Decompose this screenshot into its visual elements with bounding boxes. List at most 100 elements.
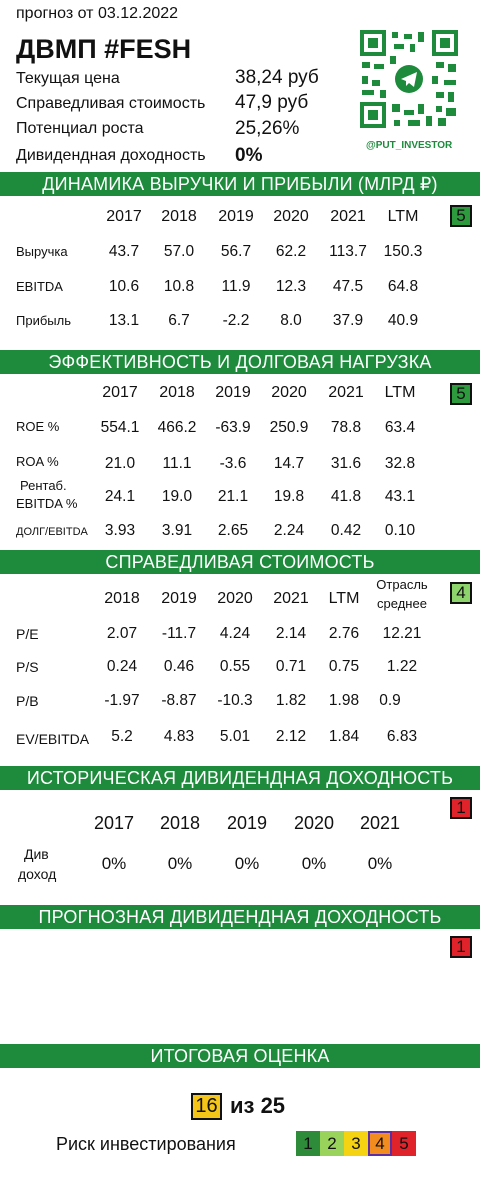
dividend-col-header: 2021: [359, 813, 401, 833]
efficiency-cell: 41.8: [330, 488, 362, 505]
fair-value-col-header: 2018: [104, 590, 140, 607]
metric-value-price: 38,24 руб: [235, 67, 319, 88]
fair-value-cell: -11.7: [161, 625, 197, 642]
revenue-col-header: 2019: [218, 208, 254, 225]
final-score-box: 16: [191, 1093, 222, 1120]
efficiency-cell: 2.65: [217, 522, 249, 539]
efficiency-cell: 3.93: [104, 522, 136, 539]
dividend-cell: 0%: [101, 854, 127, 873]
revenue-cell: 43.7: [108, 243, 140, 260]
metric-value-dividend: 0%: [235, 145, 263, 166]
efficiency-cell: 21.0: [104, 455, 136, 472]
dividend-cell: 0%: [234, 854, 260, 873]
forecast-dividends-score-badge: 1: [450, 936, 472, 958]
efficiency-cell: 19.8: [273, 488, 305, 505]
fair-value-score-badge: 4: [450, 582, 472, 604]
dividend-col-header: 2019: [226, 813, 268, 833]
efficiency-col-header: 2018: [159, 384, 195, 401]
metric-value-upside: 25,26%: [235, 118, 300, 139]
efficiency-col-header: 2021: [328, 384, 364, 401]
efficiency-col-header: 2020: [271, 384, 307, 401]
revenue-col-header: 2018: [161, 208, 197, 225]
efficiency-cell: 21.1: [217, 488, 249, 505]
revenue-cell: 47.5: [332, 278, 364, 295]
efficiency-row-label-line2: EBITDA %: [16, 496, 78, 511]
revenue-cell: 64.8: [387, 278, 419, 295]
efficiency-cell: 250.9: [269, 419, 309, 436]
risk-label: Риск инвестирования: [56, 1134, 236, 1154]
ticker-title: ДВМП #FESH: [16, 34, 192, 64]
efficiency-col-header: 2017: [102, 384, 138, 401]
fair-value-cell: 0.24: [106, 658, 138, 675]
final-section-title: ИТОГОВАЯ ОЦЕНКА: [0, 1044, 480, 1068]
efficiency-cell: 0.10: [384, 522, 416, 539]
dividend-cell: 0%: [367, 854, 393, 873]
fair-value-cell: -10.3: [217, 692, 253, 709]
revenue-cell: 57.0: [163, 243, 195, 260]
efficiency-cell: 78.8: [330, 419, 362, 436]
fair-value-col-header: 2020: [217, 590, 253, 607]
revenue-cell: 62.2: [275, 243, 307, 260]
dividend-col-header: 2017: [93, 813, 135, 833]
efficiency-cell: 3.91: [161, 522, 193, 539]
dividend-row-label-line2: доход: [18, 866, 57, 882]
efficiency-cell: 43.1: [384, 488, 416, 505]
revenue-col-header: 2017: [106, 208, 142, 225]
efficiency-cell: 63.4: [384, 419, 416, 436]
metric-label-dividend: Дивидендная доходность: [16, 147, 206, 164]
historical-dividends-section-title: ИСТОРИЧЕСКАЯ ДИВИДЕНДНАЯ ДОХОДНОСТЬ: [0, 766, 480, 790]
revenue-cell: -2.2: [222, 312, 250, 329]
revenue-row-label: EBITDA: [16, 279, 63, 294]
fair-value-cell: 6.83: [386, 728, 418, 745]
fair-value-cell: 0.75: [328, 658, 360, 675]
fair-value-cell: -1.97: [104, 692, 140, 709]
efficiency-cell: 11.1: [162, 455, 192, 472]
historical-dividends-score-badge: 1: [450, 797, 472, 819]
dividend-col-header: 2018: [159, 813, 201, 833]
revenue-row-label: Выручка: [16, 244, 68, 259]
efficiency-col-header: LTM: [384, 384, 416, 401]
efficiency-row-label: Рентаб.: [20, 478, 67, 493]
fair-value-section-title: СПРАВЕДЛИВАЯ СТОИМОСТЬ: [0, 550, 480, 574]
fair-value-cell: 1.22: [386, 658, 418, 675]
fair-value-cell: 5.2: [111, 728, 133, 745]
qr-code: [360, 30, 458, 128]
metric-label-price: Текущая цена: [16, 70, 120, 87]
efficiency-cell: 24.1: [104, 488, 136, 505]
metric-label-fair: Справедливая стоимость: [16, 95, 206, 112]
risk-level-2: 2: [320, 1131, 344, 1156]
fair-value-col-header: 2019: [161, 590, 197, 607]
efficiency-row-label: ДОЛГ/EBITDA: [16, 526, 88, 538]
risk-level-4: 4: [368, 1131, 392, 1156]
efficiency-cell: 32.8: [384, 455, 416, 472]
efficiency-cell: 466.2: [157, 419, 197, 436]
dividend-row-label-line1: Див: [24, 846, 49, 862]
risk-level-3: 3: [344, 1131, 368, 1156]
revenue-col-header: 2021: [330, 208, 366, 225]
fair-value-cell: 1.98: [328, 692, 360, 709]
revenue-cell: 37.9: [332, 312, 364, 329]
efficiency-cell: -3.6: [219, 455, 247, 472]
fair-value-cell: 1.82: [275, 692, 307, 709]
revenue-cell: 6.7: [168, 312, 190, 329]
dividend-cell: 0%: [167, 854, 193, 873]
fair-value-col-header: LTM: [328, 590, 360, 607]
industry-header-line2: среднее: [377, 596, 427, 611]
revenue-cell: 10.6: [108, 278, 140, 295]
qr-caption: @PUT_INVESTOR: [366, 140, 453, 151]
efficiency-cell: 0.42: [330, 522, 362, 539]
revenue-row-label: Прибыль: [16, 313, 71, 328]
forecast-date: прогноз от 03.12.2022: [16, 5, 179, 22]
fair-value-cell: 0.71: [275, 658, 307, 675]
fair-value-cell: -8.87: [161, 692, 197, 709]
revenue-cell: 13.1: [108, 312, 140, 329]
revenue-cell: 12.3: [275, 278, 307, 295]
risk-level-5: 5: [392, 1131, 416, 1156]
risk-level-1: 1: [296, 1131, 320, 1156]
fair-value-cell: 2.07: [106, 625, 138, 642]
revenue-cell: 56.7: [220, 243, 252, 260]
final-score-out-of: из 25: [230, 1093, 286, 1118]
revenue-cell: 10.8: [163, 278, 195, 295]
fair-value-cell: 0.55: [219, 658, 251, 675]
efficiency-cell: 19.0: [161, 488, 193, 505]
